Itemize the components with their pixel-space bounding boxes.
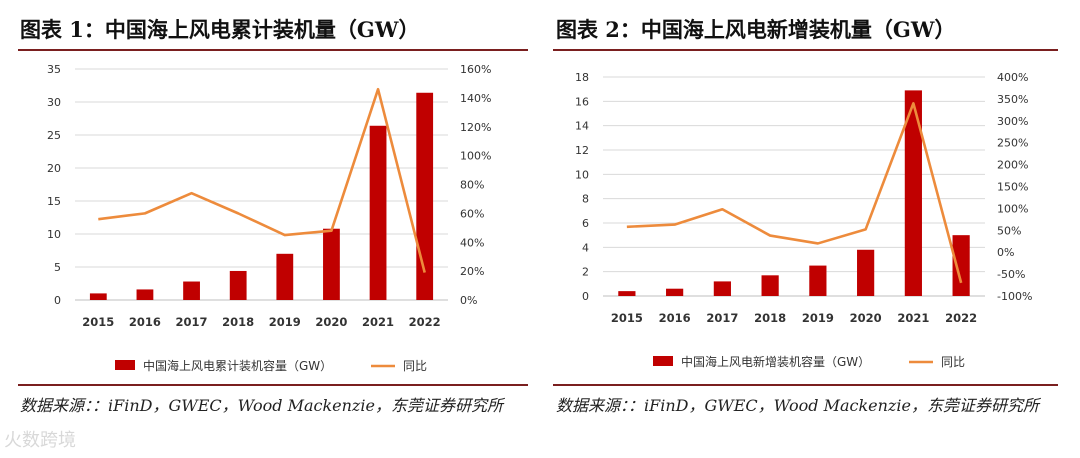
y2-tick-label: 300% xyxy=(997,115,1028,128)
y2-tick-label: 150% xyxy=(997,181,1028,194)
bar-2016 xyxy=(666,288,684,296)
y2-tick-label: 250% xyxy=(997,137,1028,150)
figure-2-bottom-rule xyxy=(553,384,1058,386)
y2-tick-label: 350% xyxy=(997,93,1028,106)
y2-tick-label: 80% xyxy=(460,179,484,192)
y2-tick-label: 400% xyxy=(997,71,1028,84)
y-tick-label: 2 xyxy=(582,266,589,279)
y2-tick-label: 100% xyxy=(997,202,1028,215)
x-tick-label: 2018 xyxy=(754,311,786,325)
y-tick-label: 10 xyxy=(575,168,589,181)
y2-tick-label: 20% xyxy=(460,265,484,278)
x-tick-label: 2017 xyxy=(176,315,208,329)
bar-2021 xyxy=(369,125,387,300)
y2-tick-label: 140% xyxy=(460,92,491,105)
bar-2022 xyxy=(416,92,434,300)
x-tick-label: 2021 xyxy=(897,311,929,325)
y2-tick-label: 200% xyxy=(997,159,1028,172)
bar-2015 xyxy=(89,293,107,300)
y2-tick-label: 0% xyxy=(460,294,477,307)
bar-2017 xyxy=(713,281,731,296)
x-tick-label: 2022 xyxy=(409,315,441,329)
y-tick-label: 0 xyxy=(54,294,61,307)
figure-1-title: 图表 1：中国海上风电累计装机量（GW） xyxy=(20,17,420,42)
figure-1-top-rule xyxy=(18,49,528,51)
figure-2: 图表 2：中国海上风电新增装机量（GW） 0 2 4 6 8 10 12 14 16 18 -100… xyxy=(553,0,1080,458)
bar-2019 xyxy=(809,265,827,296)
x-tick-label: 2016 xyxy=(659,311,691,325)
chart-1: 0 5 10 15 20 25 30 35 0% 20% 40% 60% 80% 100% 120% 140%… xyxy=(47,63,491,373)
y2-tick-label: 40% xyxy=(460,236,484,249)
figure-1: 图表 1：中国海上风电累计装机量（GW） 0 5 10 15 20 25 30 35 0% 20%… xyxy=(0,0,528,458)
y-tick-label: 0 xyxy=(582,290,589,303)
figure-2-top-rule xyxy=(553,49,1058,51)
bar-2020 xyxy=(323,228,340,300)
y-tick-label: 20 xyxy=(47,162,61,175)
bar-2020 xyxy=(857,249,875,296)
y-tick-label: 5 xyxy=(54,261,61,274)
y-tick-label: 8 xyxy=(582,193,589,206)
y-tick-label: 35 xyxy=(47,63,61,76)
x-tick-label: 2019 xyxy=(269,315,301,329)
bar-2019 xyxy=(276,253,294,300)
y-tick-label: 18 xyxy=(575,71,589,84)
bar-2021 xyxy=(904,90,922,296)
y2-tick-label: 120% xyxy=(460,121,491,134)
bar-2017 xyxy=(183,281,200,300)
bar-2018 xyxy=(761,275,779,296)
legend-swatch-bar xyxy=(653,356,673,366)
y2-tick-label: -100% xyxy=(997,290,1032,303)
x-tick-label: 2019 xyxy=(802,311,834,325)
x-tick-label: 2022 xyxy=(945,311,977,325)
y2-tick-label: 100% xyxy=(460,150,491,163)
legend-label-bar: 中国海上风电累计装机容量（GW） xyxy=(143,358,332,373)
line-series-yoy xyxy=(626,101,963,284)
y2-tick-label: -50% xyxy=(997,268,1025,281)
y2-tick-label: 50% xyxy=(997,224,1021,237)
y2-tick-label: 0% xyxy=(997,246,1014,259)
y2-tick-label: 60% xyxy=(460,207,484,220)
bar-2016 xyxy=(136,289,154,300)
watermark-text: 火数跨境 xyxy=(4,430,76,451)
x-tick-label: 2015 xyxy=(82,315,114,329)
chart-2: 0 2 4 6 8 10 12 14 16 18 -100% -50% 0% 50% 100% 150% 200… xyxy=(575,71,1032,369)
figure-1-source: 数据来源：：iFinD，GWEC，Wood Mackenzie，东莞证券研究所 xyxy=(20,396,503,415)
bar-2022 xyxy=(952,235,970,296)
x-tick-label: 2020 xyxy=(315,315,347,329)
x-tick-label: 2017 xyxy=(706,311,738,325)
figure-2-source: 数据来源：：iFinD，GWEC，Wood Mackenzie，东莞证券研究所 xyxy=(556,396,1039,415)
legend-label-line: 同比 xyxy=(403,359,427,373)
y-tick-label: 10 xyxy=(47,228,61,241)
figure-1-bottom-rule xyxy=(18,384,528,386)
y-tick-label: 16 xyxy=(575,95,589,108)
y-tick-label: 25 xyxy=(47,129,61,142)
y-tick-label: 30 xyxy=(47,96,61,109)
legend-swatch-bar xyxy=(115,360,135,370)
bar-2018 xyxy=(229,270,247,300)
x-tick-label: 2018 xyxy=(222,315,254,329)
y-tick-label: 4 xyxy=(582,241,589,254)
y2-tick-label: 160% xyxy=(460,63,491,76)
x-tick-label: 2015 xyxy=(611,311,643,325)
x-tick-label: 2016 xyxy=(129,315,161,329)
y-tick-label: 15 xyxy=(47,195,61,208)
line-series-yoy xyxy=(98,87,426,273)
figure-2-title: 图表 2：中国海上风电新增装机量（GW） xyxy=(556,17,956,42)
x-tick-label: 2021 xyxy=(362,315,394,329)
x-tick-label: 2020 xyxy=(850,311,882,325)
bar-2015 xyxy=(618,291,636,296)
legend-label-bar: 中国海上风电新增装机容量（GW） xyxy=(681,354,870,369)
y-tick-label: 6 xyxy=(582,217,589,230)
y-tick-label: 14 xyxy=(575,120,589,133)
legend-label-line: 同比 xyxy=(941,355,965,369)
y-tick-label: 12 xyxy=(575,144,589,157)
